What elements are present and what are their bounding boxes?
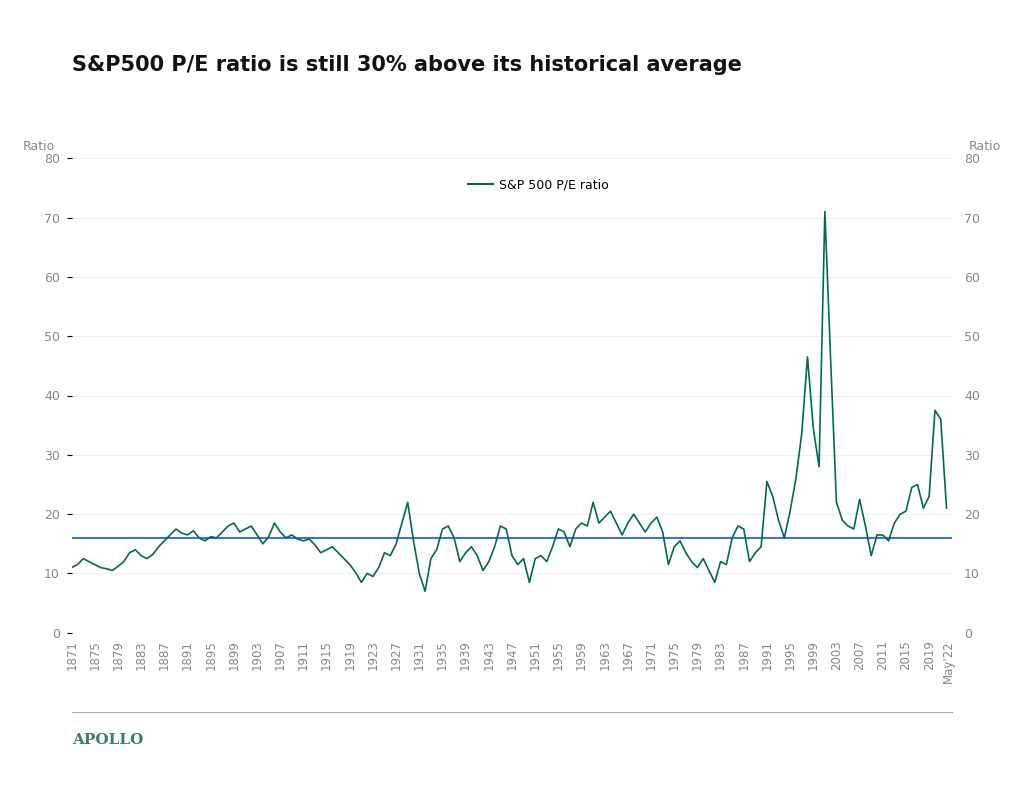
Text: Ratio: Ratio	[969, 141, 1000, 153]
Text: Ratio: Ratio	[24, 141, 55, 153]
Text: S&P500 P/E ratio is still 30% above its historical average: S&P500 P/E ratio is still 30% above its …	[72, 55, 741, 75]
Legend: S&P 500 P/E ratio: S&P 500 P/E ratio	[468, 179, 609, 191]
Text: APOLLO: APOLLO	[72, 732, 143, 747]
